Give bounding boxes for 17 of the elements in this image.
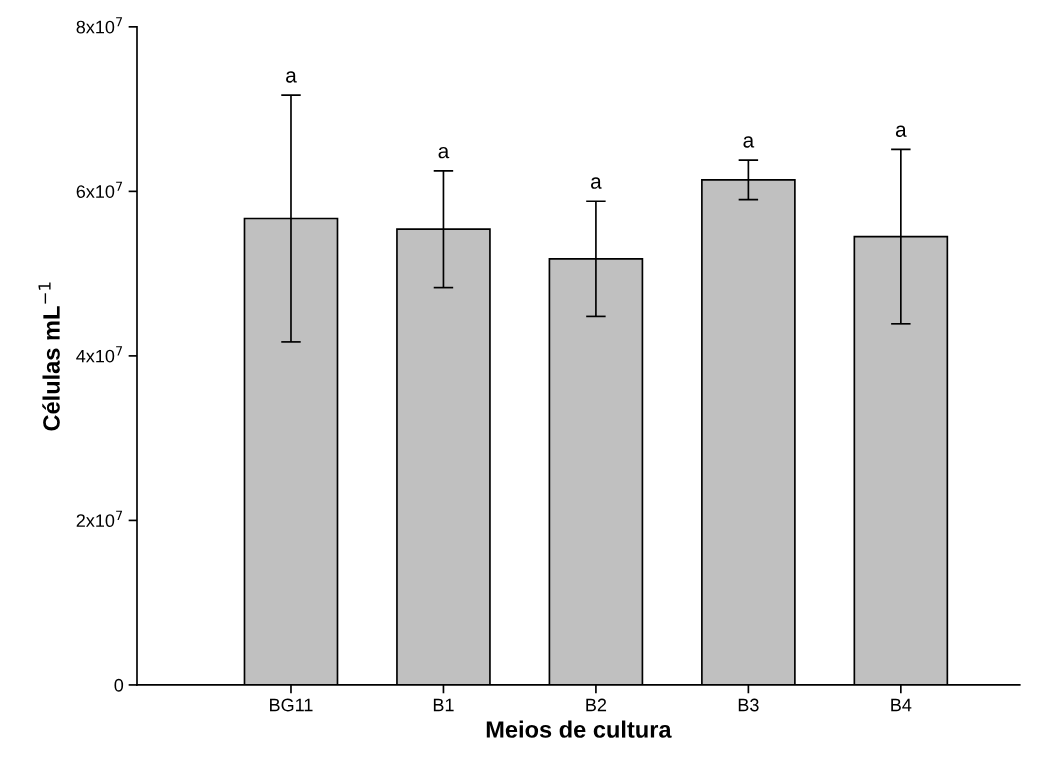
x-tick-label: B3 [738,698,759,712]
x-axis-title: Meios de cultura [486,720,672,738]
annotation: a [438,146,450,159]
annotation: a [591,177,602,189]
annotation: a [895,125,907,137]
y-tick-label: 6x10$^{7}$ [76,181,123,198]
x-tick-label: B4 [891,698,912,712]
y-tick-label: 0 [114,678,124,692]
x-tick-label: BG11 [270,698,313,712]
x-tick-label: B1 [433,698,454,712]
y-tick-label: 8x10$^{7}$ [76,17,123,34]
y-tick-label: 2x10$^{7}$ [76,510,123,528]
y-tick-label: 4x10$^{7}$ [76,346,123,363]
annotation: a [286,71,297,83]
x-tick-label: B2 [586,698,607,712]
y-axis-title: Células mL$^{−1}$ [38,282,60,431]
annotation: a [743,136,755,148]
